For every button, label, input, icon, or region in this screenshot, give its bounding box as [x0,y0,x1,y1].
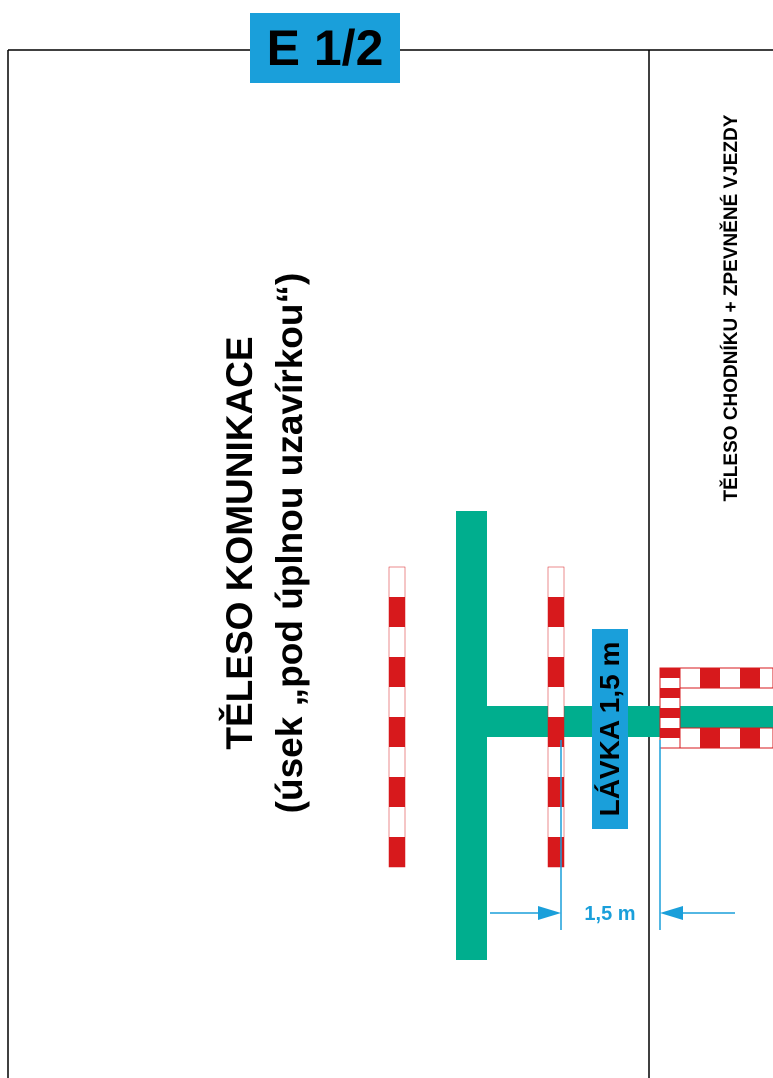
road-body-line1: TĚLESO KOMUNIKACE [219,336,260,750]
dimension-label-text: 1,5 m [584,902,636,925]
road-body-line2: (úsek „pod úplnou uzavírkou“) [269,272,310,814]
dimension-arrowhead-right [660,906,683,920]
barrier-enclosure-right [659,667,773,749]
sheet-label-text: E 1/2 [266,20,384,76]
dimension [490,740,735,930]
road-body-title: TĚLESO KOMUNIKACE (úsek „pod úplnou uzav… [215,163,325,923]
barrier-left [388,566,406,868]
sidewalk-body-title: TĚLESO CHODNÍKU + ZPEVNĚNÉ VJEZDY [720,8,744,608]
sheet-label: E 1/2 [250,13,400,83]
drawing-frame [7,49,773,1078]
footbridge-label: LÁVKA 1,5 m [592,629,628,829]
barriers [388,566,773,868]
dimension-label: 1,5 m [570,900,650,928]
sidewalk-body-text: TĚLESO CHODNÍKU + ZPEVNĚNÉ VJEZDY [721,114,742,502]
footbridge-label-text: LÁVKA 1,5 m [594,641,625,817]
barrier-middle [547,566,565,868]
dimension-arrowhead-left [538,906,561,920]
footbridge-vertical-bar [456,511,487,960]
